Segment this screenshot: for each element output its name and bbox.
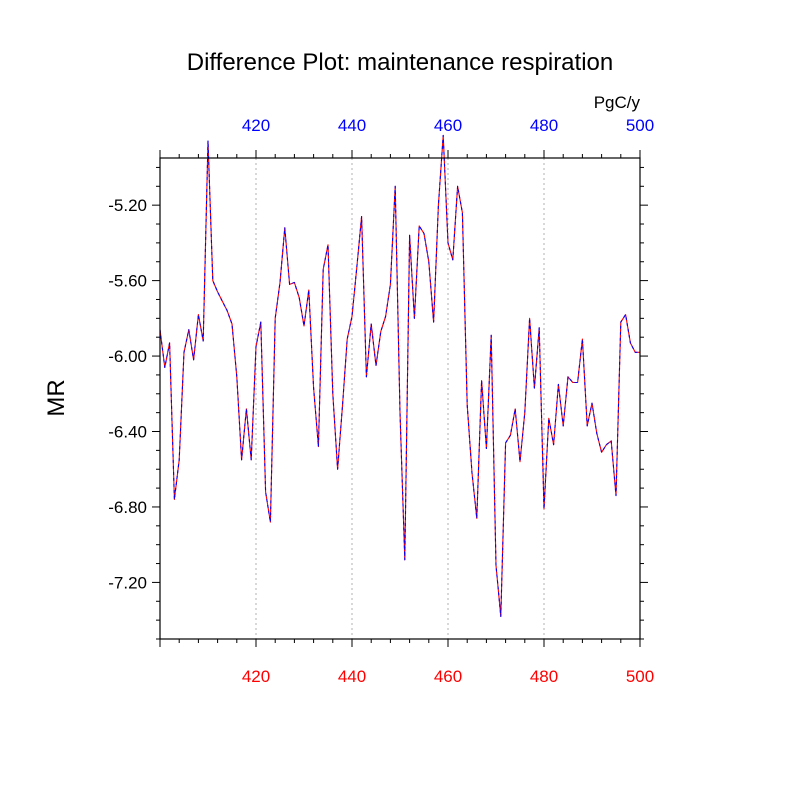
y-tick-label: -6.40 [108, 423, 147, 442]
y-axis-label: MR [43, 379, 70, 416]
x-tick-label-top: 440 [338, 116, 366, 135]
units-label: PgC/y [594, 93, 641, 112]
x-tick-label-bottom: 420 [242, 667, 270, 686]
x-tick-label-top: 480 [530, 116, 558, 135]
x-tick-label-bottom: 440 [338, 667, 366, 686]
tick-marks [152, 150, 648, 647]
y-tick-label: -5.20 [108, 196, 147, 215]
chart-title: Difference Plot: maintenance respiration [187, 49, 613, 76]
y-tick-label: -6.80 [108, 498, 147, 517]
series-lines [159, 134, 640, 617]
y-tick-label: -5.60 [108, 272, 147, 291]
x-tick-label-bottom: 480 [530, 667, 558, 686]
x-tick-label-bottom: 460 [434, 667, 462, 686]
tick-labels: 420 420 440 440 460 460 480 480 500 500 -5.20 -5.60… [108, 116, 654, 686]
x-tick-label-bottom: 500 [626, 667, 654, 686]
y-tick-label: -6.00 [108, 347, 147, 366]
plot-frame [159, 157, 641, 640]
x-tick-label-top: 420 [242, 116, 270, 135]
series-line-red [159, 134, 640, 617]
y-tick-label: -7.20 [108, 573, 147, 592]
x-tick-label-top: 500 [626, 116, 654, 135]
x-tick-label-top: 460 [434, 116, 462, 135]
series-line-blue-dashed [159, 134, 640, 617]
